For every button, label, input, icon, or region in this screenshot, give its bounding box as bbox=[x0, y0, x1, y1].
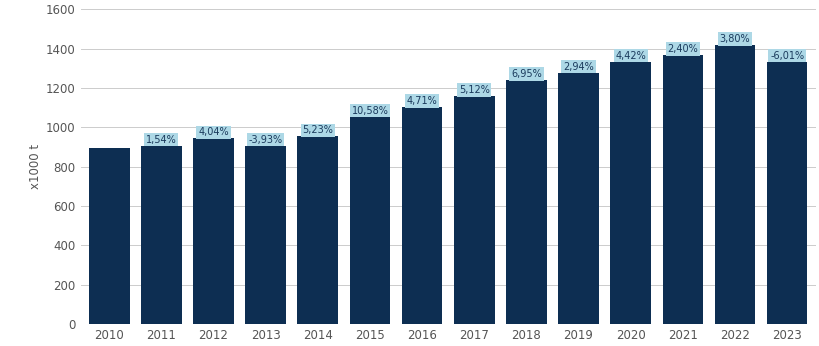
Bar bbox=[193, 138, 233, 324]
Bar bbox=[141, 146, 182, 324]
Bar bbox=[558, 73, 598, 324]
Y-axis label: x1000 t: x1000 t bbox=[29, 144, 42, 189]
Text: 5,12%: 5,12% bbox=[459, 85, 489, 95]
Bar bbox=[766, 62, 807, 324]
Text: 2,94%: 2,94% bbox=[563, 62, 593, 72]
Text: -3,93%: -3,93% bbox=[248, 135, 283, 145]
Text: 6,95%: 6,95% bbox=[510, 69, 541, 79]
Text: 3,80%: 3,80% bbox=[719, 34, 749, 44]
Text: 5,23%: 5,23% bbox=[302, 126, 333, 136]
Bar bbox=[662, 55, 703, 324]
Bar bbox=[714, 45, 754, 324]
Text: 4,42%: 4,42% bbox=[614, 51, 645, 61]
Text: 4,71%: 4,71% bbox=[406, 96, 437, 106]
Bar bbox=[505, 80, 546, 324]
Bar bbox=[88, 148, 129, 324]
Bar bbox=[401, 107, 442, 324]
Bar bbox=[349, 117, 390, 324]
Bar bbox=[297, 136, 337, 324]
Text: 4,04%: 4,04% bbox=[198, 127, 229, 137]
Bar bbox=[609, 62, 650, 324]
Text: 10,58%: 10,58% bbox=[351, 106, 388, 116]
Text: 1,54%: 1,54% bbox=[146, 135, 177, 145]
Bar bbox=[454, 96, 494, 324]
Bar bbox=[245, 146, 286, 324]
Text: 2,40%: 2,40% bbox=[667, 44, 698, 54]
Text: -6,01%: -6,01% bbox=[769, 51, 803, 61]
